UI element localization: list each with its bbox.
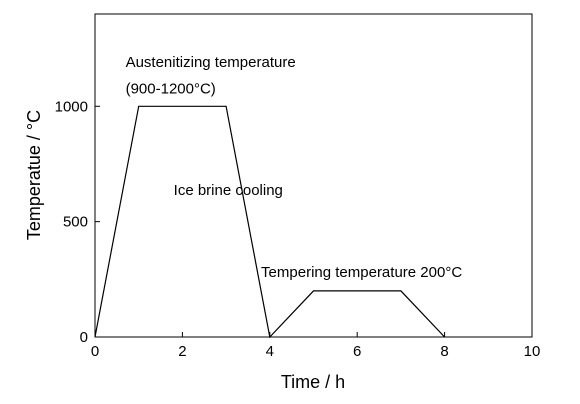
x-tick-label: 10 <box>524 343 541 360</box>
x-axis-title: Time / h <box>281 372 345 392</box>
x-tick-label: 8 <box>440 343 448 360</box>
annotation-label: Austenitizing temperature <box>126 54 296 71</box>
annotation-label: Tempering temperature 200°C <box>261 264 462 281</box>
x-axis-ticks: 0 2 4 6 8 10 <box>91 332 541 360</box>
annotation-label: Ice brine cooling <box>174 182 283 199</box>
y-tick-label: 1000 <box>55 98 88 115</box>
plot-frame <box>94 13 533 338</box>
x-tick-label: 4 <box>266 343 274 360</box>
series-line <box>94 105 446 339</box>
y-axis-title: Temperatue / °C <box>24 110 44 240</box>
annotation-layer: Austenitizing temperature (900-1200°C) Ice… <box>126 54 463 281</box>
x-tick-label: 0 <box>91 343 99 360</box>
series-layer <box>94 105 446 339</box>
y-tick-label: 0 <box>80 329 88 346</box>
x-tick-label: 6 <box>353 343 361 360</box>
y-axis-ticks: 0 500 1000 <box>55 98 100 346</box>
y-tick-label: 500 <box>63 214 88 231</box>
annotation-label: (900-1200°C) <box>126 81 216 98</box>
x-tick-label: 2 <box>178 343 186 360</box>
